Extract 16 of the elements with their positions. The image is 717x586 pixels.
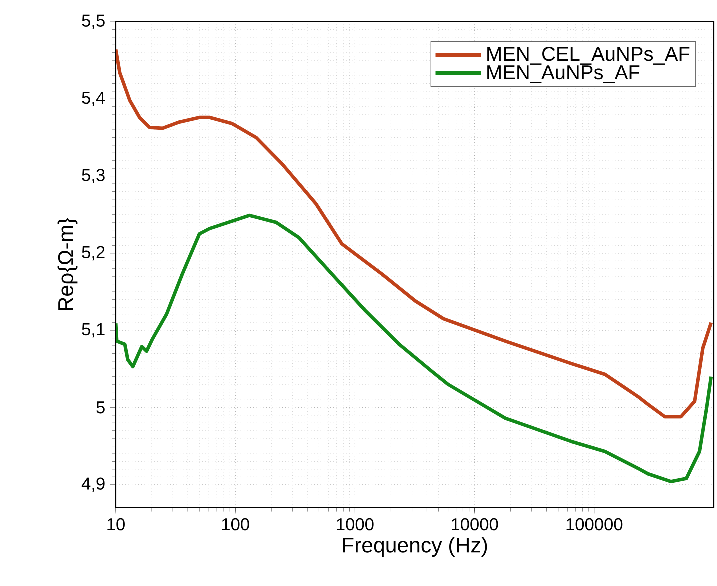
- y-tick-label: 5,3: [82, 169, 105, 184]
- x-tick-label: 10000: [452, 518, 498, 531]
- y-tick-label: 5,5: [82, 14, 105, 30]
- y-tick-label: 5,4: [82, 92, 106, 106]
- y-axis-title: Reρ{Ω-m}: [58, 218, 78, 310]
- legend-label: MEN_CEL_AuNPs_AF: [488, 47, 690, 65]
- x-axis-title: Frequency (Hz): [343, 537, 488, 558]
- legend-label: MEN_AuNPs_AF: [488, 66, 640, 84]
- y-tick-label: 5: [96, 402, 105, 414]
- x-tick-label: 1000: [337, 518, 374, 531]
- x-tick-label: 100000: [566, 518, 623, 531]
- y-tick-label: 4,9: [82, 478, 105, 492]
- y-tick-label: 5,1: [82, 324, 105, 338]
- x-tick-label: 10: [108, 518, 125, 531]
- y-tick-label: 5,2: [82, 246, 105, 261]
- x-tick-label: 100: [222, 518, 250, 531]
